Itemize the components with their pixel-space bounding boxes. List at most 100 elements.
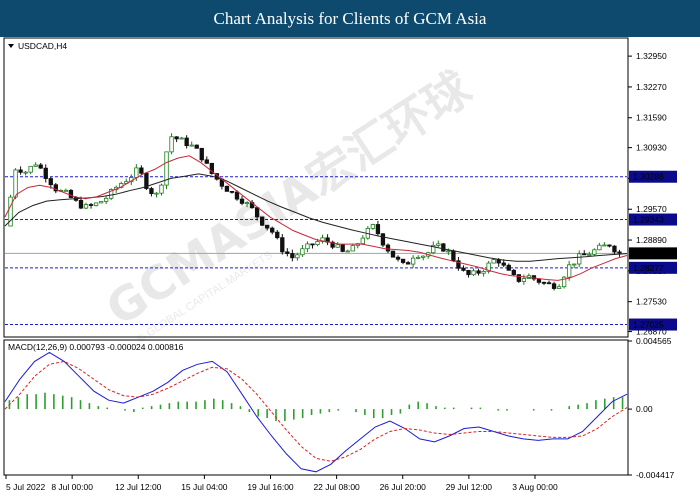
candle-body — [174, 136, 179, 140]
candle-body — [98, 200, 104, 204]
candle-body — [456, 260, 461, 269]
candle-body — [290, 253, 295, 259]
candle-body — [360, 237, 365, 245]
time-tick-label: 5 Jul 2022 — [6, 482, 45, 492]
header-title: Chart Analysis for Clients of GCM Asia — [213, 8, 487, 28]
macd-panel-frame — [3, 339, 629, 476]
price-tick-label: 1.31590 — [636, 113, 667, 123]
candle-body — [229, 190, 235, 193]
time-tick-label: 8 Jul 00:00 — [51, 482, 93, 492]
candle-body — [536, 278, 542, 283]
candle-body — [446, 250, 451, 253]
price-tags: 1.30288 1.29343 1.28277 1.27025 1.28596 — [629, 170, 677, 331]
candle-body — [254, 207, 260, 218]
candle-body — [194, 144, 199, 149]
candle-body — [345, 250, 350, 253]
price-tick-label: 1.29570 — [636, 204, 667, 214]
chart-header: Chart Analysis for Clients of GCM Asia — [0, 0, 700, 37]
candle-body — [421, 255, 426, 258]
candle-body — [244, 202, 250, 204]
candle-body — [335, 244, 340, 248]
level-tag — [629, 213, 677, 226]
candle-body — [275, 231, 280, 239]
candle-body — [551, 283, 557, 289]
level-tag-label: 1.30288 — [633, 172, 664, 182]
candle-body — [380, 233, 386, 246]
candle-body — [199, 147, 204, 161]
time-axis: 5 Jul 2022 8 Jul 00:00 12 Jul 12:00 15 Jul … — [5, 475, 558, 492]
candle-body — [259, 216, 265, 226]
candle-body — [184, 137, 189, 147]
candle-body — [466, 269, 471, 276]
fast-ma-line — [4, 155, 628, 281]
time-tick-label: 26 Jul 20:00 — [380, 482, 427, 492]
time-tick-label: 12 Jul 12:00 — [115, 482, 162, 492]
candle-body — [28, 165, 33, 173]
candle-body — [375, 224, 381, 235]
level-tag — [629, 261, 677, 274]
time-tick-label: 15 Jul 04:00 — [181, 482, 228, 492]
candle-body — [88, 204, 94, 206]
candle-body — [285, 251, 290, 254]
candle-body — [169, 136, 174, 153]
macd-tick-label: 0.00 — [636, 404, 653, 414]
candle-body — [330, 241, 335, 248]
candle-body — [572, 263, 577, 266]
candle-body — [139, 167, 144, 174]
candle-body — [38, 164, 43, 169]
candle-body — [18, 169, 23, 173]
current-price-tag — [629, 247, 677, 260]
level-tag-label: 1.28277 — [633, 263, 664, 273]
symbol-dropdown-icon[interactable] — [8, 44, 14, 48]
candle-body — [295, 254, 300, 259]
candle-body — [13, 169, 18, 198]
candle-body — [496, 259, 501, 264]
price-axis: 1.329501.322701.315901.309301.302501.295… — [628, 51, 667, 337]
candle-body — [93, 202, 99, 206]
candle-body — [471, 270, 476, 276]
candle-body — [109, 189, 114, 199]
candle-body — [385, 244, 391, 252]
price-tick-label: 1.30930 — [636, 143, 667, 153]
price-tick-label: 1.28890 — [636, 235, 667, 245]
candle-body — [405, 262, 411, 265]
time-tick-label: 22 Jul 08:00 — [313, 482, 360, 492]
level-tag — [629, 170, 677, 183]
candle-body — [83, 204, 89, 209]
candle-body — [340, 244, 345, 252]
candle-body — [149, 188, 154, 195]
macd-line — [4, 351, 628, 473]
candle-body — [300, 248, 305, 256]
candle-body — [239, 198, 245, 204]
price-tick-label: 1.32270 — [636, 82, 667, 92]
candle-body — [280, 237, 285, 253]
candle-body — [310, 243, 315, 246]
candle-body — [8, 196, 13, 227]
level-tag-label: 1.27025 — [633, 320, 664, 330]
macd-tick-label: -0.004417 — [636, 470, 675, 480]
macd-axis: 0.004565 0.00 -0.004417 — [628, 336, 675, 480]
symbol-label[interactable]: USDCAD,H4 — [18, 41, 67, 51]
candle-body — [561, 276, 567, 288]
price-tick-label: 1.32950 — [636, 51, 667, 61]
candle-body — [320, 237, 325, 242]
candle-body — [68, 189, 74, 198]
candle-body — [43, 167, 48, 179]
candle-body — [617, 251, 622, 254]
candle-body — [612, 245, 617, 253]
candle-body — [436, 243, 441, 246]
candle-body — [154, 192, 159, 195]
level-tag — [629, 318, 677, 331]
candle-body — [451, 250, 456, 262]
candle-body — [501, 262, 506, 266]
candle-body — [582, 253, 587, 256]
time-tick-label: 19 Jul 16:00 — [247, 482, 294, 492]
candle-body — [511, 269, 516, 275]
candle-body — [556, 286, 562, 289]
time-tick-label: 3 Aug 00:00 — [512, 482, 558, 492]
candle-body — [53, 184, 58, 192]
candle-body — [476, 270, 481, 274]
level-tag-label: 1.29343 — [633, 215, 664, 225]
candle-body — [23, 171, 28, 174]
macd-histogram — [8, 392, 624, 422]
